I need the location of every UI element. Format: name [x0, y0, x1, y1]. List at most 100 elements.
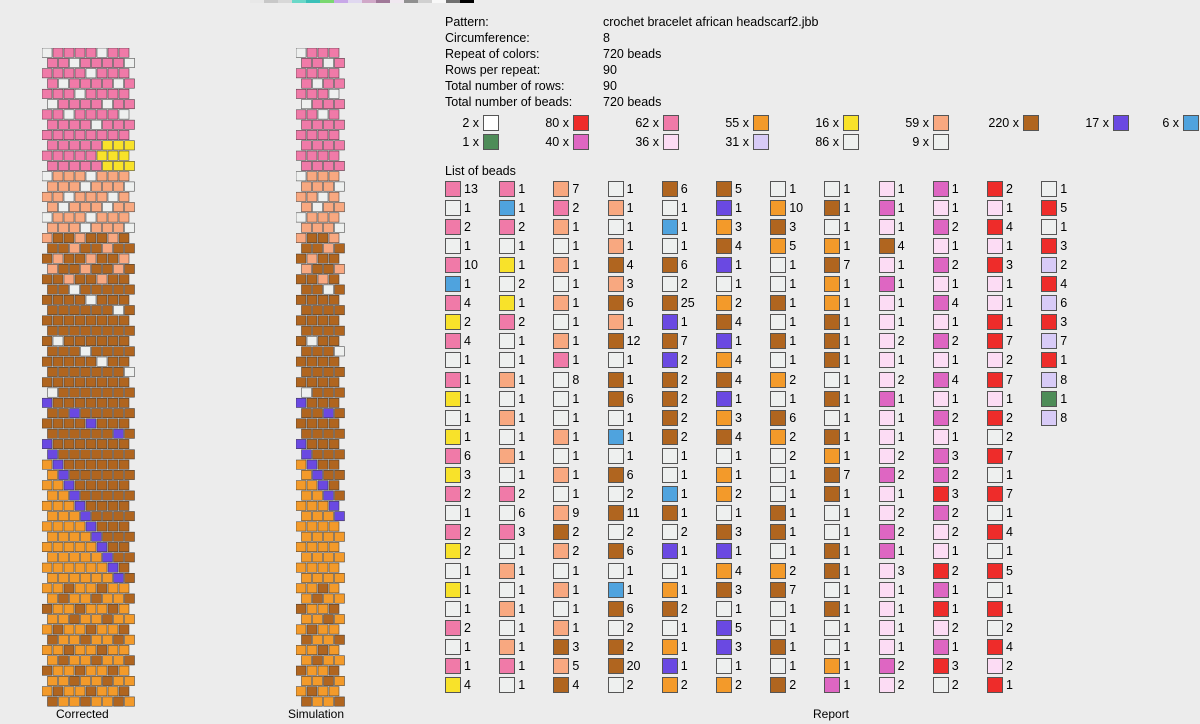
pattern-bead	[85, 418, 97, 429]
pattern-bead	[312, 284, 323, 295]
pattern-bead	[312, 264, 323, 274]
bead-count: 1	[518, 678, 526, 693]
bead-swatch	[878, 467, 895, 483]
bead-swatch	[607, 199, 624, 216]
pattern-bead	[74, 542, 86, 552]
bead-swatch	[824, 180, 841, 197]
pattern-bead	[47, 511, 58, 522]
bead-swatch	[553, 390, 570, 407]
pattern-bead	[58, 387, 69, 398]
bead-count: 1	[572, 277, 580, 291]
pattern-bead	[113, 325, 124, 336]
pattern-bead	[69, 634, 80, 645]
bead-swatch	[770, 447, 787, 464]
pattern-bead	[301, 140, 312, 151]
pattern-bead	[118, 130, 130, 140]
pattern-bead	[328, 336, 340, 346]
pattern-bead	[85, 150, 97, 161]
pattern-bead	[42, 109, 53, 120]
simulation-pattern-view[interactable]	[296, 48, 346, 708]
pattern-bead	[74, 88, 86, 99]
bead-count: 1	[897, 391, 905, 406]
pattern-bead	[80, 140, 91, 151]
pattern-bead	[74, 521, 86, 532]
pattern-bead	[80, 511, 91, 522]
color-count-item: 40 x	[525, 133, 589, 151]
pattern-bead	[85, 459, 97, 470]
bead-count: 1	[572, 429, 580, 444]
bead-list-item: 7	[770, 581, 796, 598]
bead-count: 1	[572, 601, 580, 616]
bead-count: 5	[1060, 200, 1068, 215]
pattern-bead	[47, 264, 58, 274]
bead-list-item: 1	[1041, 390, 1067, 407]
pattern-bead	[42, 294, 53, 305]
bead-list-item: 3	[770, 218, 796, 235]
bead-swatch	[661, 409, 678, 426]
pattern-bead	[80, 490, 91, 501]
pattern-bead	[58, 99, 69, 110]
bead-list-item: 1	[824, 276, 850, 293]
pattern-bead	[85, 68, 97, 79]
bead-list-item: 10	[445, 256, 478, 273]
bead-list-item: 3	[499, 524, 525, 541]
pattern-bead	[42, 603, 53, 614]
pattern-bead	[85, 480, 97, 491]
pattern-bead	[328, 665, 340, 676]
pattern-bead	[63, 315, 75, 326]
bead-count: 1	[843, 200, 851, 215]
bead-swatch	[445, 677, 461, 694]
bead-count: 2	[897, 678, 905, 693]
bead-list-item: 5	[716, 619, 742, 636]
strip-swatch	[264, 0, 278, 3]
pattern-bead	[312, 428, 323, 439]
bead-swatch	[553, 256, 570, 273]
pattern-bead	[113, 119, 124, 130]
bead-swatch	[607, 428, 624, 445]
pattern-bead	[312, 614, 323, 625]
bead-count: 1	[572, 334, 580, 349]
pattern-bead	[306, 88, 318, 99]
bead-count: 1	[680, 468, 688, 482]
bead-list-item: 3	[987, 256, 1013, 273]
pattern-bead	[80, 696, 91, 707]
pattern-bead	[312, 531, 323, 542]
pattern-bead	[102, 140, 113, 151]
bead-swatch	[661, 638, 678, 655]
pattern-bead	[323, 408, 334, 419]
pattern-bead	[102, 655, 113, 666]
bead-swatch	[553, 333, 570, 350]
bead-swatch	[607, 658, 624, 674]
bead-count: 1	[789, 487, 797, 502]
bead-swatch	[607, 562, 624, 579]
bead-count: 1	[680, 487, 688, 502]
pattern-bead	[124, 428, 135, 439]
pattern-bead	[80, 449, 91, 460]
pattern-bead	[118, 109, 130, 120]
pattern-bead	[118, 686, 130, 697]
bead-swatch	[661, 428, 678, 445]
bead-count: 2	[1006, 353, 1013, 368]
corrected-pattern-view[interactable]	[42, 48, 135, 708]
bead-list-item: 1	[499, 428, 525, 445]
pattern-bead	[107, 88, 119, 99]
bead-swatch	[1041, 295, 1058, 312]
bead-count: 1	[572, 219, 580, 234]
bead-list-item: 1	[716, 543, 742, 560]
bead-swatch	[824, 371, 841, 388]
pattern-bead	[113, 140, 124, 151]
pattern-bead	[323, 470, 334, 480]
bead-list-item: 1	[932, 581, 959, 598]
pattern-bead	[85, 624, 97, 635]
bead-swatch	[824, 505, 841, 522]
pattern-bead	[334, 305, 345, 316]
bead-count: 2	[735, 296, 742, 311]
pattern-bead	[334, 284, 345, 295]
bead-swatch	[878, 256, 895, 273]
color-count-item: 36 x	[615, 133, 679, 151]
bead-list-item: 1	[878, 619, 905, 636]
bead-count: 3	[626, 277, 634, 291]
bead-list-item: 3	[932, 486, 959, 503]
bead-count: 4	[951, 372, 959, 387]
pattern-bead	[312, 346, 323, 357]
